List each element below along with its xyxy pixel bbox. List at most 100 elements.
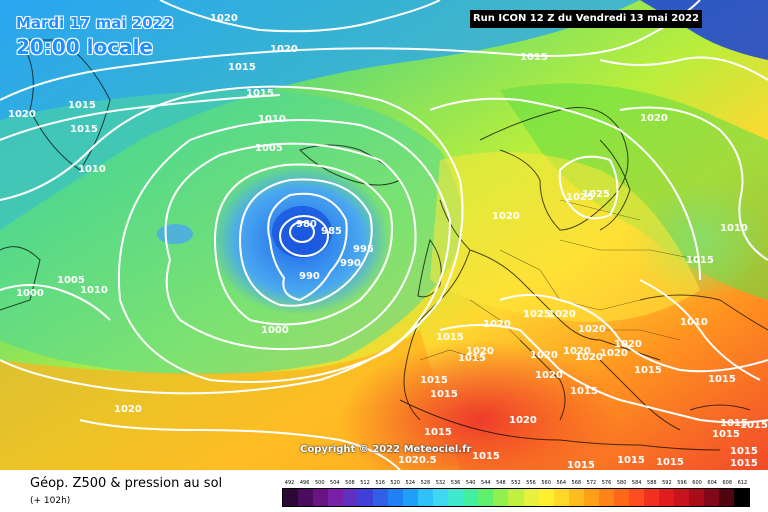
isobar-label: 1015 [634, 365, 662, 376]
isobar-label: 1015 [708, 374, 736, 385]
isobar-label: 1020 [483, 319, 511, 330]
scale-swatch [418, 489, 434, 506]
isobar-label: 1015 [617, 455, 645, 466]
weather-map: 1020 1020 1015 1015 1015 1020 1015 1015 1010 1010… [0, 0, 768, 470]
scale-label: 496 [299, 480, 310, 486]
scale-swatch [343, 489, 359, 506]
isobar-label: 1020 [492, 211, 520, 222]
isobar-label: 1015 [570, 386, 598, 397]
scale-label: 560 [541, 480, 551, 486]
isobar-label: 990 [340, 258, 361, 269]
isobar-label: 1000 [261, 325, 289, 336]
isobar-label: 1025 [582, 189, 610, 200]
scale-label: 596 [677, 480, 687, 486]
isobar-label: 1015 [520, 52, 548, 63]
isobar-label: 1015 [740, 420, 768, 431]
isobar-label: 1020 [8, 109, 36, 120]
isobar-label: 1020 [575, 352, 603, 363]
isobar-label: 1020 [548, 309, 576, 320]
isobar-label: 1020 [509, 415, 537, 426]
isobar-label: 1020 [535, 370, 563, 381]
scale-label: 564 [556, 480, 566, 486]
isobar-label: 1015 [70, 124, 98, 135]
west-cool-spot [157, 224, 193, 244]
scale-label: 580 [616, 480, 627, 486]
scale-label: 584 [631, 480, 642, 486]
isobar-label: 1020 [270, 44, 298, 55]
isobar-label: 1020 [114, 404, 142, 415]
scale-swatch [643, 489, 659, 506]
scale-label: 536 [450, 480, 461, 486]
scale-label: 520 [390, 480, 400, 486]
map-canvas: 1020102010151015101510201015101510101010… [0, 0, 768, 470]
scale-label: 504 [330, 480, 340, 486]
isobar-label: 990 [299, 271, 320, 282]
isobars [0, 0, 768, 470]
scale-label: 588 [647, 480, 657, 486]
isobar-label: 1020 [210, 13, 238, 24]
isobar-label: 995 [353, 244, 374, 255]
north-africa-hot-zone [340, 340, 620, 470]
scale-swatch [613, 489, 629, 506]
isobar-label: 1015 [458, 353, 486, 364]
scale-swatch [508, 489, 524, 506]
isobar-label: 1015 [472, 451, 500, 462]
scale-label: 532 [435, 480, 446, 486]
scale-swatch [718, 489, 734, 506]
scale-swatch [553, 489, 569, 506]
isobar-label: 1020 [640, 113, 668, 124]
scale-label: 508 [345, 480, 355, 486]
isobar-label: 1025 [566, 192, 594, 203]
isobar-label: 1020 [530, 350, 558, 361]
yellow-band-zone [430, 152, 700, 322]
isobar-label: 1015 [436, 332, 464, 343]
scale-swatch [388, 489, 404, 506]
isobar-label: 1020 [466, 346, 494, 357]
color-scale-legend: 492 496 500 504 508 512 516 520 524 528 532 536 540 5… [282, 478, 750, 507]
scale-swatch [358, 489, 374, 506]
scale-swatch [628, 489, 644, 506]
scale-swatch [478, 489, 494, 506]
isobar-label: 1005 [57, 275, 85, 286]
isobar-label: 980 [296, 219, 317, 230]
isobar-label: 1020.5 [398, 455, 437, 466]
scale-swatch [463, 489, 479, 506]
isobar-label: 1015 [686, 255, 714, 266]
scale-label: 528 [420, 480, 431, 486]
scale-label: 576 [601, 480, 612, 486]
scale-swatch [673, 489, 689, 506]
scale-label: 612 [737, 480, 748, 486]
isobar-label: 1015 [712, 429, 740, 440]
scale-swatch [403, 489, 419, 506]
isobar-label: 1015 [567, 460, 595, 470]
scale-swatch [298, 489, 314, 506]
scale-label: 548 [496, 480, 506, 486]
forecast-lead-time: (+ 102h) [30, 496, 71, 506]
scale-swatch [493, 489, 509, 506]
scale-swatch [433, 489, 449, 506]
scale-label: 608 [722, 480, 733, 486]
isobar-label: 1015 [656, 457, 684, 468]
isobar-label: 1010 [78, 164, 106, 175]
scale-swatch [688, 489, 704, 506]
scale-label: 592 [662, 480, 672, 486]
scale-label: 604 [707, 480, 717, 486]
scale-swatch [523, 489, 539, 506]
isobar-label: 1020 [578, 324, 606, 335]
scale-label: 552 [511, 480, 521, 486]
cold-northwest-zone [0, 0, 640, 230]
scale-label: 516 [375, 480, 385, 486]
isobar-label: 1015 [730, 458, 758, 469]
forecast-time: 20:00 locale [16, 35, 153, 59]
isobar-label: 1020 [614, 339, 642, 350]
copyright-text: Copyright © 2022 Meteociel.fr [300, 444, 472, 455]
model-run-info: Run ICON 12 Z du Vendredi 13 mai 2022 [470, 10, 702, 28]
scale-label: 600 [692, 480, 702, 486]
isobar-label: 1000 [16, 288, 44, 299]
scale-swatch [568, 489, 584, 506]
scale-swatch [583, 489, 599, 506]
scale-swatch [658, 489, 674, 506]
scale-swatch [733, 489, 749, 506]
isobar-label: 1010 [258, 114, 286, 125]
isobar-label: 1015 [424, 427, 452, 438]
